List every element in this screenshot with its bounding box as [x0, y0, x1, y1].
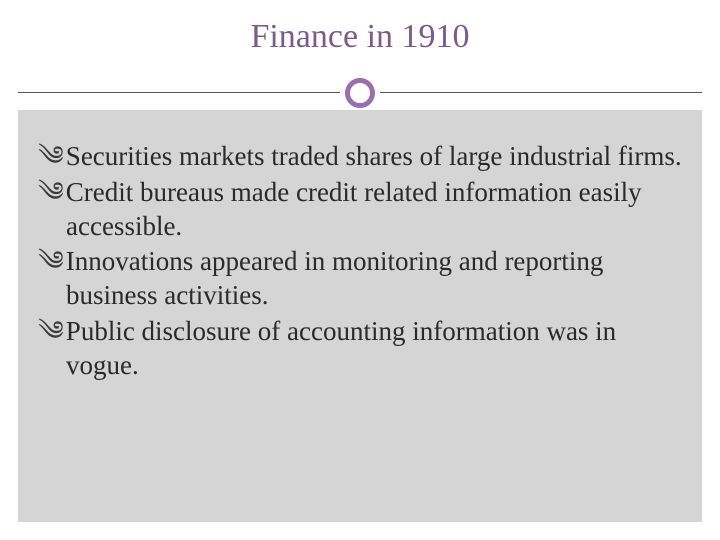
divider-circle-icon	[345, 78, 375, 108]
bullet-text: Securities markets traded shares of larg…	[66, 141, 682, 171]
bullet-icon: ༄	[38, 177, 64, 207]
content-area: ༄Securities markets traded shares of lar…	[18, 110, 702, 522]
list-item: ༄Innovations appeared in monitoring and …	[38, 245, 682, 313]
title-area: Finance in 1910	[0, 0, 720, 56]
list-item: ༄Public disclosure of accounting informa…	[38, 315, 682, 383]
slide-title: Finance in 1910	[0, 18, 720, 56]
bullet-list: ༄Securities markets traded shares of lar…	[38, 140, 682, 382]
bullet-text: Public disclosure of accounting informat…	[66, 316, 616, 380]
bullet-icon: ༄	[38, 141, 64, 171]
bullet-icon: ༄	[38, 246, 64, 276]
slide: Finance in 1910 ༄Securities markets trad…	[0, 0, 720, 540]
divider	[0, 74, 720, 114]
bullet-text: Innovations appeared in monitoring and r…	[66, 246, 604, 310]
bullet-icon: ༄	[38, 316, 64, 346]
bullet-text: Credit bureaus made credit related infor…	[66, 177, 642, 241]
list-item: ༄Securities markets traded shares of lar…	[38, 140, 682, 174]
list-item: ༄Credit bureaus made credit related info…	[38, 176, 682, 244]
